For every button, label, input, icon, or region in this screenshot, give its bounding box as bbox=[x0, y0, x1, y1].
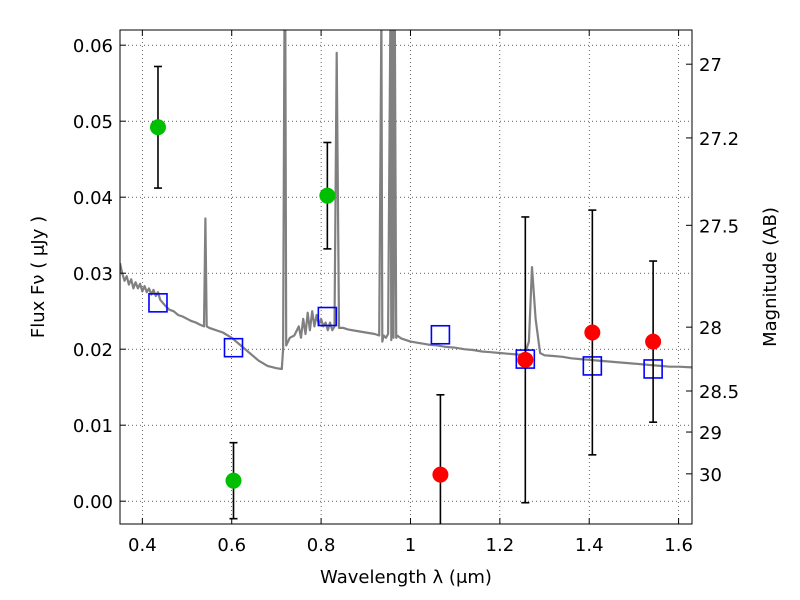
mag-tick-label: 27.5 bbox=[699, 216, 739, 237]
y-tick-label: 0.01 bbox=[73, 416, 113, 437]
right-axis-label: Magnitude (AB) bbox=[760, 207, 781, 347]
axes: 0.4 0.6 0.8 1 1.2 1.4 1.6 0.00 0.01 0.02 0.03 0.04 0… bbox=[73, 30, 739, 556]
model-flux-square bbox=[317, 306, 338, 327]
plot-area bbox=[120, 30, 692, 524]
mag-tick-label: 28.5 bbox=[699, 382, 739, 403]
x-tick-label: 1.6 bbox=[664, 535, 693, 556]
y-tick-label: 0.03 bbox=[73, 264, 113, 285]
y-tick-label: 0.06 bbox=[73, 36, 113, 57]
y-tick-label: 0.00 bbox=[73, 492, 113, 513]
photometry-point bbox=[319, 187, 336, 204]
model-flux-square bbox=[148, 293, 168, 313]
mag-tick-label: 30 bbox=[699, 465, 722, 486]
x-tick-label: 1 bbox=[405, 535, 416, 556]
y-axis-label: Flux Fν ( μJy ) bbox=[28, 216, 49, 338]
x-tick-label: 0.6 bbox=[217, 535, 246, 556]
photometry-point bbox=[225, 472, 242, 489]
mag-tick-label: 27.2 bbox=[699, 129, 739, 150]
model-flux-square bbox=[430, 324, 451, 345]
spectrum-line bbox=[120, 30, 692, 371]
photometry-point bbox=[149, 119, 166, 136]
y-tick-label: 0.05 bbox=[73, 112, 113, 133]
photometry-point bbox=[432, 466, 449, 483]
x-axis-label: Wavelength λ (μm) bbox=[320, 567, 492, 588]
grid-lines bbox=[120, 30, 692, 524]
photometry-point bbox=[645, 333, 662, 350]
photometry-point bbox=[517, 351, 534, 368]
photometry-point bbox=[584, 324, 601, 341]
mag-tick-label: 29 bbox=[699, 423, 722, 444]
y-tick-label: 0.02 bbox=[73, 340, 113, 361]
model-flux-square bbox=[223, 337, 244, 358]
x-tick-label: 1.4 bbox=[575, 535, 604, 556]
x-tick-label: 1.2 bbox=[486, 535, 515, 556]
mag-tick-label: 28 bbox=[699, 318, 722, 339]
y-tick-label: 0.04 bbox=[73, 188, 113, 209]
x-tick-label: 0.8 bbox=[307, 535, 336, 556]
plot-background bbox=[120, 30, 692, 524]
plot-frame bbox=[119, 29, 693, 525]
mag-tick-label: 27 bbox=[699, 55, 722, 76]
x-tick-label: 0.4 bbox=[128, 535, 157, 556]
